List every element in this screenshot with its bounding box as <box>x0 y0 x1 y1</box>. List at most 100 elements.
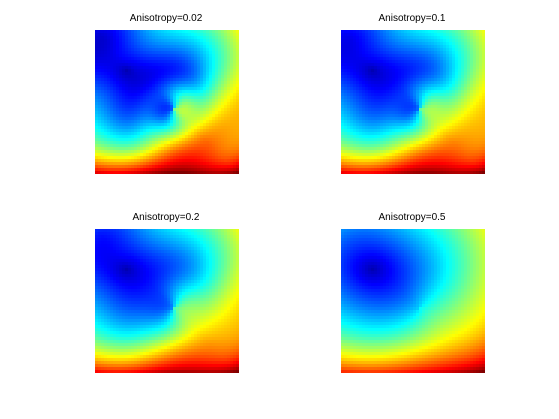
heatmap-cell <box>380 165 384 169</box>
heatmap-panel-3 <box>95 229 239 373</box>
heatmap-cell <box>203 57 207 61</box>
heatmap-cell <box>443 63 447 67</box>
heatmap-cell <box>368 153 372 157</box>
heatmap-cell <box>218 90 222 94</box>
heatmap-cell <box>215 63 219 67</box>
heatmap-cell <box>365 111 369 115</box>
heatmap-cell <box>224 150 228 154</box>
heatmap-cell <box>458 150 462 154</box>
heatmap-cell <box>185 135 189 139</box>
heatmap-cell <box>221 48 225 52</box>
heatmap-cell <box>404 153 408 157</box>
heatmap-cell <box>158 78 162 82</box>
heatmap-cell <box>182 132 186 136</box>
heatmap-cell <box>128 238 132 242</box>
heatmap-cell <box>197 241 201 245</box>
heatmap-cell <box>107 57 111 61</box>
heatmap-cell <box>389 159 393 163</box>
heatmap-cell <box>455 135 459 139</box>
heatmap-cell <box>200 144 204 148</box>
heatmap-cell <box>140 247 144 251</box>
heatmap-cell <box>413 132 417 136</box>
heatmap-cell <box>455 123 459 127</box>
heatmap-cell <box>224 33 228 37</box>
heatmap-cell <box>95 87 99 91</box>
heatmap-cell <box>392 66 396 70</box>
heatmap-cell <box>107 120 111 124</box>
heatmap-cell <box>188 150 192 154</box>
heatmap-cell <box>371 168 375 172</box>
heatmap-cell <box>164 120 168 124</box>
heatmap-cell <box>452 51 456 55</box>
heatmap-cell <box>470 165 474 169</box>
heatmap-cell <box>98 69 102 73</box>
heatmap-cell <box>416 30 420 34</box>
heatmap-cell <box>146 129 150 133</box>
heatmap-cell <box>182 39 186 43</box>
heatmap-cell <box>149 66 153 70</box>
heatmap-cell <box>461 63 465 67</box>
heatmap-cell <box>389 108 393 112</box>
heatmap-cell <box>221 250 225 254</box>
heatmap-cell <box>224 159 228 163</box>
heatmap-cell <box>152 144 156 148</box>
heatmap-cell <box>371 30 375 34</box>
heatmap-cell <box>356 51 360 55</box>
heatmap-cell <box>365 123 369 127</box>
heatmap-cell <box>434 60 438 64</box>
heatmap-cell <box>350 63 354 67</box>
heatmap-cell <box>218 135 222 139</box>
heatmap-cell <box>95 78 99 82</box>
heatmap-cell <box>152 241 156 245</box>
heatmap-cell <box>164 238 168 242</box>
heatmap-cell <box>380 75 384 79</box>
heatmap-cell <box>353 63 357 67</box>
heatmap-cell <box>401 171 405 174</box>
heatmap-cell <box>134 48 138 52</box>
heatmap-cell <box>347 66 351 70</box>
heatmap-cell <box>473 132 477 136</box>
heatmap-cell <box>185 123 189 127</box>
heatmap-cell <box>209 72 213 76</box>
heatmap-cell <box>236 72 239 76</box>
heatmap-cell <box>113 99 117 103</box>
heatmap-cell <box>110 93 114 97</box>
heatmap-cell <box>482 102 485 106</box>
heatmap-cell <box>446 132 450 136</box>
heatmap-cell <box>104 63 108 67</box>
heatmap-cell <box>203 232 207 236</box>
heatmap-cell <box>122 244 126 248</box>
heatmap-cell <box>230 244 234 248</box>
heatmap-cell <box>233 156 237 160</box>
heatmap-cell <box>455 39 459 43</box>
heatmap-cell <box>362 168 366 172</box>
heatmap-cell <box>374 153 378 157</box>
heatmap-cell <box>215 153 219 157</box>
heatmap-cell <box>428 45 432 49</box>
heatmap-cell <box>128 241 132 245</box>
heatmap-cell <box>368 75 372 79</box>
heatmap-cell <box>383 57 387 61</box>
heatmap-cell <box>134 238 138 242</box>
heatmap-cell <box>227 105 231 109</box>
heatmap-cell <box>125 57 129 61</box>
heatmap-cell <box>188 135 192 139</box>
heatmap-cell <box>419 81 423 85</box>
heatmap-cell <box>410 81 414 85</box>
heatmap-cell <box>362 132 366 136</box>
heatmap-cell <box>182 57 186 61</box>
heatmap-cell <box>404 162 408 166</box>
heatmap-cell <box>128 153 132 157</box>
heatmap-cell <box>203 111 207 115</box>
heatmap-cell <box>182 111 186 115</box>
heatmap-cell <box>467 144 471 148</box>
heatmap-cell <box>152 93 156 97</box>
heatmap-cell <box>416 165 420 169</box>
heatmap-cell <box>167 162 171 166</box>
heatmap-cell <box>428 60 432 64</box>
heatmap-cell <box>440 105 444 109</box>
heatmap-cell <box>392 117 396 121</box>
heatmap-cell <box>392 135 396 139</box>
heatmap-cell <box>446 153 450 157</box>
heatmap-cell <box>350 57 354 61</box>
